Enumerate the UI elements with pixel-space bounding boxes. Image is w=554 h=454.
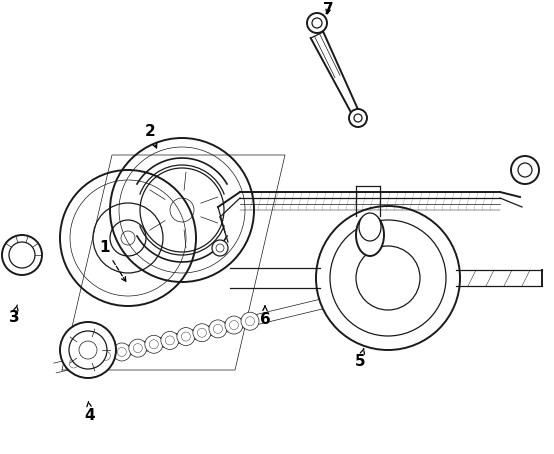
Circle shape [177, 328, 195, 345]
Circle shape [349, 109, 367, 127]
Circle shape [69, 331, 107, 369]
Circle shape [129, 339, 147, 357]
Text: 7: 7 [322, 3, 334, 18]
Ellipse shape [359, 213, 381, 241]
Text: 6: 6 [260, 306, 270, 327]
Circle shape [212, 240, 228, 256]
Circle shape [511, 156, 539, 184]
Circle shape [356, 246, 420, 310]
Circle shape [161, 331, 179, 350]
Circle shape [225, 316, 243, 334]
Ellipse shape [356, 214, 384, 256]
Circle shape [330, 220, 446, 336]
Text: 3: 3 [9, 305, 19, 326]
Circle shape [113, 343, 131, 361]
Circle shape [193, 324, 211, 342]
Circle shape [81, 350, 99, 369]
Circle shape [65, 355, 83, 372]
Circle shape [241, 312, 259, 330]
Circle shape [60, 322, 116, 378]
Circle shape [316, 206, 460, 350]
Circle shape [307, 13, 327, 33]
Text: 1: 1 [100, 241, 126, 281]
Circle shape [79, 341, 97, 359]
Text: 2: 2 [145, 124, 157, 148]
Circle shape [209, 320, 227, 338]
Text: 4: 4 [85, 402, 95, 423]
Circle shape [145, 335, 163, 353]
Circle shape [97, 347, 115, 365]
Text: 5: 5 [355, 349, 365, 370]
